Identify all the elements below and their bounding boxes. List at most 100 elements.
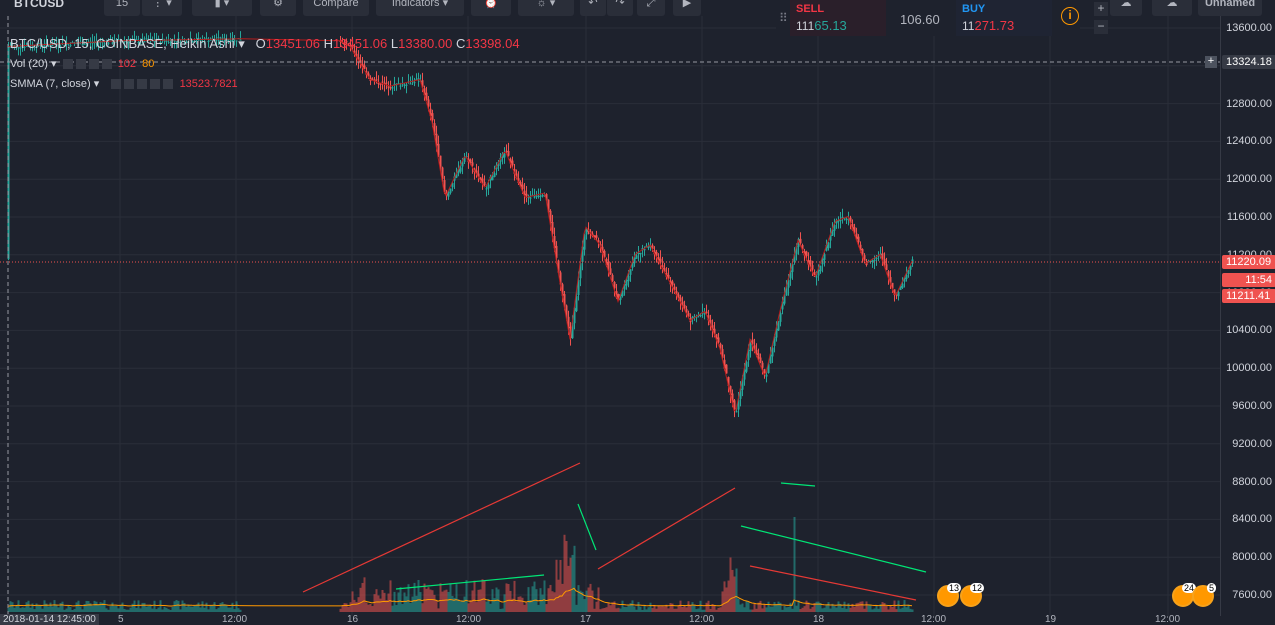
zoom-out-icon[interactable]: − xyxy=(1094,20,1108,34)
candle-body xyxy=(39,45,42,47)
price-tick-label: 11600.00 xyxy=(1226,211,1272,223)
trend-line[interactable] xyxy=(395,574,545,590)
indicator-action-icons[interactable] xyxy=(108,78,174,90)
candle-body xyxy=(427,99,430,107)
candle-body xyxy=(883,258,886,265)
compare-button[interactable]: Compare xyxy=(303,0,369,16)
candle-body xyxy=(447,192,450,197)
economic-event-flag-icon[interactable]: 12 xyxy=(960,583,984,607)
candle-body xyxy=(903,277,906,282)
volume-bar xyxy=(181,600,184,612)
candle-body xyxy=(861,249,864,255)
volume-bar xyxy=(479,589,482,612)
volume-bar xyxy=(861,601,864,612)
candle-body xyxy=(457,169,460,174)
price-axis[interactable]: 13600.0013200.0012800.0012400.0012000.00… xyxy=(1205,16,1275,616)
volume-bar xyxy=(699,600,702,612)
more-intervals-button[interactable]: ⋮ ▾ xyxy=(142,0,182,16)
chart-pane[interactable]: BTC/USD, 15, COINBASE, Heikin Ashi ▾ O13… xyxy=(0,16,1220,616)
cloud-download-icon[interactable]: ☁ xyxy=(1110,0,1142,16)
trend-line[interactable] xyxy=(740,525,927,573)
symbol-search[interactable]: BTCUSD xyxy=(14,0,64,10)
trend-line[interactable] xyxy=(577,503,597,551)
volume-bar xyxy=(691,602,694,612)
info-icon[interactable]: i xyxy=(1061,7,1079,25)
volume-bar xyxy=(123,608,126,612)
zoom-in-icon[interactable]: + xyxy=(1094,2,1108,16)
symbol-legend[interactable]: BTC/USD, 15, COINBASE, Heikin Ashi ▾ O13… xyxy=(10,36,520,51)
volume-bar xyxy=(647,607,650,612)
candle-body xyxy=(405,84,408,86)
interval-select[interactable]: 15 xyxy=(104,0,140,16)
candle-body xyxy=(221,37,224,39)
volume-bar xyxy=(601,608,604,612)
volume-bar xyxy=(345,603,348,612)
volume-bar xyxy=(631,600,634,612)
trend-line[interactable] xyxy=(749,565,917,601)
volume-bar xyxy=(565,540,568,612)
candle-body xyxy=(545,194,548,200)
volume-bar xyxy=(841,608,844,612)
volume-bar xyxy=(425,588,428,612)
volume-bar xyxy=(451,595,454,612)
price-tick-label: 10000.00 xyxy=(1226,362,1272,375)
chart-type-button[interactable]: ▮ ▾ xyxy=(192,0,252,16)
volume-bar xyxy=(803,606,806,612)
volume-bar xyxy=(779,602,782,612)
volume-bar xyxy=(847,603,850,612)
volume-bar xyxy=(823,607,826,612)
economic-event-flag-icon[interactable]: 5 xyxy=(1192,583,1216,607)
settings-gear-icon[interactable]: ⚙ xyxy=(260,0,296,16)
trend-line[interactable] xyxy=(302,462,581,593)
smma-indicator-legend[interactable]: SMMA (7, close) ▾ 13523.7821 xyxy=(10,78,238,90)
candle-body xyxy=(835,220,838,224)
alert-icon[interactable]: ⏰ xyxy=(471,0,511,16)
candle-body xyxy=(431,113,434,121)
fullscreen-icon[interactable]: ⤢ xyxy=(637,0,665,16)
trend-line[interactable] xyxy=(597,487,736,570)
candle-body xyxy=(557,260,560,273)
buy-button[interactable]: BUY 11271.73 xyxy=(956,0,1052,36)
price-tick-label: 12800.00 xyxy=(1226,97,1272,110)
candle-body xyxy=(455,173,458,178)
volume-bar xyxy=(371,606,374,612)
volume-bar xyxy=(179,609,182,612)
sell-button[interactable]: SELL 11165.13 xyxy=(790,0,886,36)
volume-bar xyxy=(761,608,764,612)
candle-body xyxy=(393,83,396,85)
candle-body xyxy=(821,258,824,265)
volume-bar xyxy=(643,604,646,612)
price-chart-svg[interactable] xyxy=(0,16,1220,616)
economic-event-flag-icon[interactable]: 13 xyxy=(937,583,961,607)
cloud-upload-icon[interactable]: ☁ xyxy=(1152,0,1192,16)
economic-event-flag-icon[interactable]: 24 xyxy=(1172,583,1196,607)
volume-indicator-legend[interactable]: Vol (20) ▾ 102 80 xyxy=(10,58,155,70)
indicator-action-icons[interactable] xyxy=(60,58,112,70)
trend-line[interactable] xyxy=(780,482,816,487)
candle-body xyxy=(715,334,718,340)
time-axis[interactable]: 2018-01-14 12:45:00 5 12:00 16 12:00 17 … xyxy=(0,614,1220,625)
volume-bar xyxy=(671,603,674,612)
volume-bar xyxy=(15,605,18,612)
candle-body xyxy=(193,41,196,43)
volume-bar xyxy=(463,596,466,612)
replay-play-icon[interactable]: ▶ xyxy=(673,0,701,16)
candle-body xyxy=(731,393,734,403)
volume-bar xyxy=(559,559,562,612)
drag-handle-icon[interactable]: ⠿ xyxy=(779,11,788,25)
candle-body xyxy=(767,364,770,373)
candle-body xyxy=(575,296,578,312)
undo-icon[interactable]: ↶ xyxy=(580,0,606,16)
volume-bar xyxy=(225,605,228,612)
redo-icon[interactable]: ↷ xyxy=(607,0,633,16)
volume-bar xyxy=(685,607,688,612)
volume-bar xyxy=(555,559,558,612)
layout-name-button[interactable]: Unnamed xyxy=(1198,0,1262,16)
candle-body xyxy=(17,47,20,49)
candle-body xyxy=(881,253,884,259)
volume-bar xyxy=(541,594,544,612)
idea-lightbulb-icon[interactable]: ☼ ▾ xyxy=(518,0,574,16)
add-alert-plus-icon[interactable]: + xyxy=(1205,56,1217,68)
indicators-button[interactable]: Indicators ▾ xyxy=(376,0,464,16)
sell-label: SELL xyxy=(796,3,825,15)
